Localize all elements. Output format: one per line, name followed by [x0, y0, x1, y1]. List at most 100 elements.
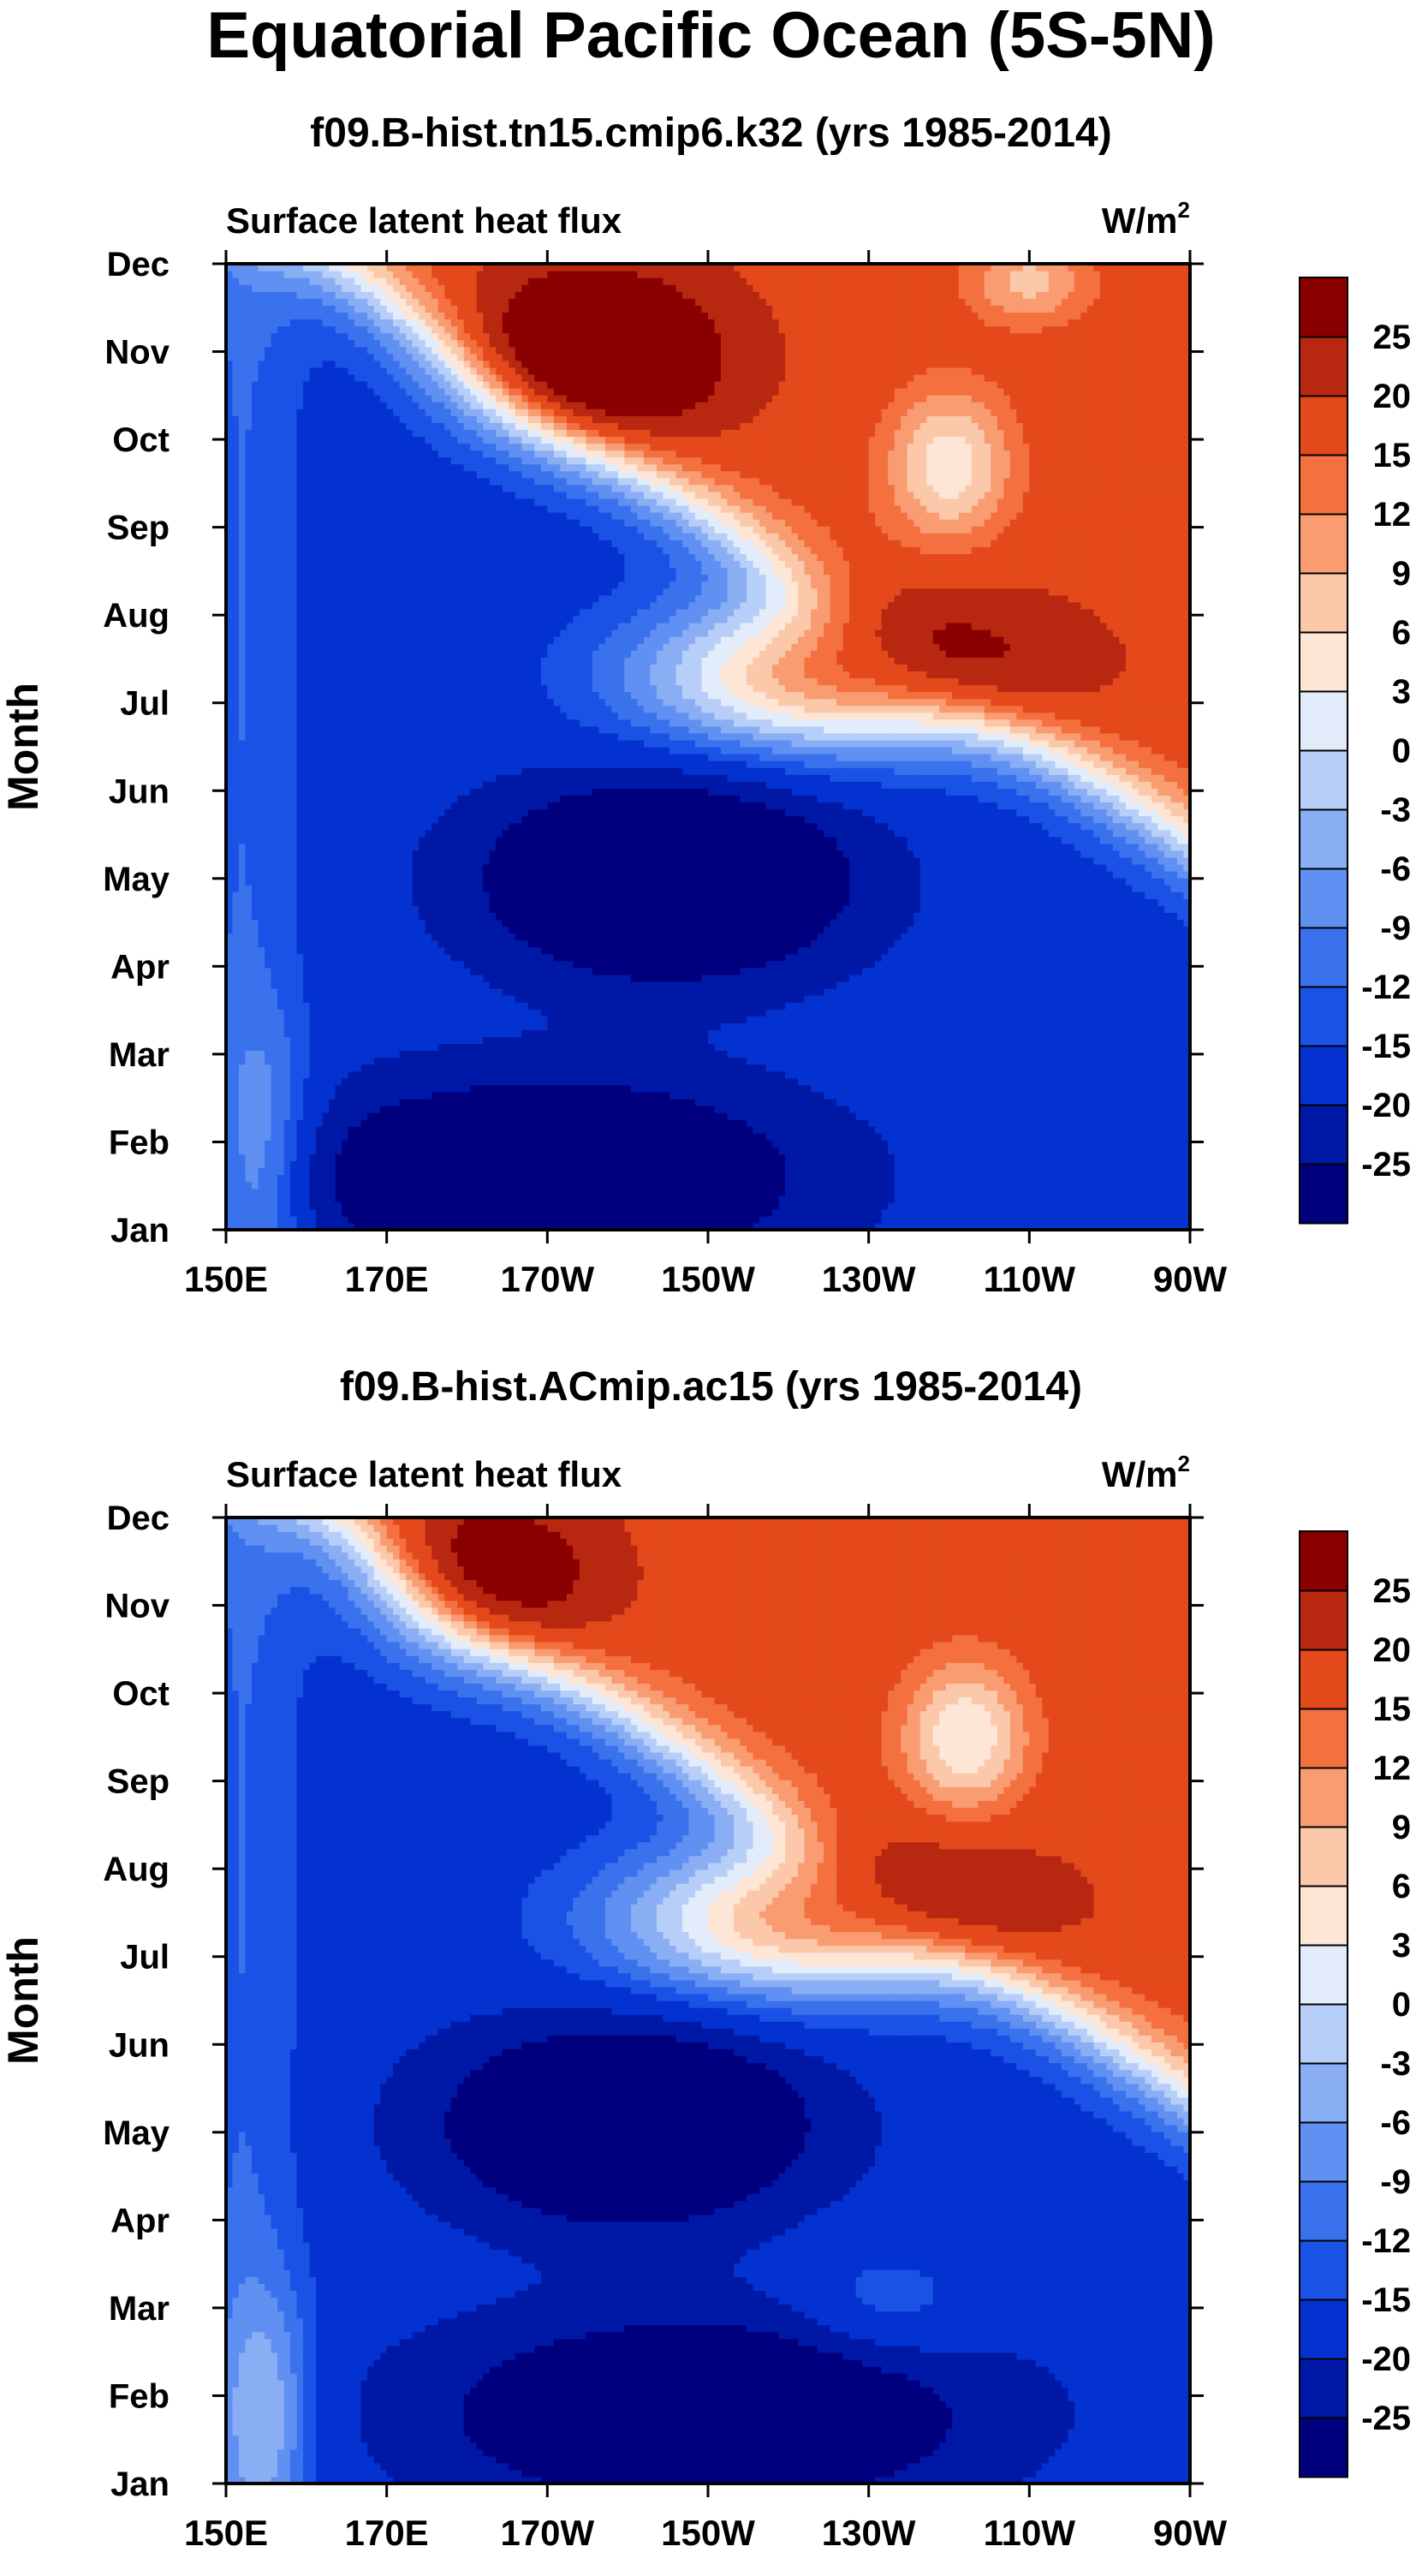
heatmap-cell [277, 947, 284, 955]
heatmap-cell [271, 1147, 278, 1154]
heatmap-cell [239, 1009, 246, 1017]
heatmap-cell [277, 905, 284, 913]
heatmap-cell [239, 650, 246, 658]
heatmap-cell [271, 1154, 278, 1161]
heatmap-cell [284, 1099, 291, 1106]
heatmap-cell [233, 837, 240, 844]
heatmap-cell [246, 719, 253, 727]
heatmap-cell [277, 1196, 284, 1203]
heatmap-cell [239, 699, 246, 707]
heatmap-cell [310, 595, 317, 603]
heatmap-cell [239, 333, 246, 341]
heatmap-cell [277, 864, 284, 872]
heatmap-cell [284, 560, 291, 568]
heatmap-cell [303, 961, 310, 969]
heatmap-cell [271, 1106, 278, 1113]
heatmap-cell [246, 788, 253, 796]
heatmap-cell [265, 546, 271, 554]
heatmap-cell [297, 1119, 304, 1127]
heatmap-cell [265, 1133, 271, 1141]
heatmap-cell [277, 1058, 284, 1065]
heatmap-cell [265, 602, 271, 610]
heatmap-cell [246, 802, 253, 809]
heatmap-cell [277, 367, 284, 375]
heatmap-cell [239, 623, 246, 630]
heatmap-cell [284, 1182, 291, 1190]
heatmap-cell [310, 837, 317, 844]
heatmap-cell [239, 568, 246, 575]
heatmap-cell [259, 664, 265, 671]
heatmap-cell [265, 1064, 271, 1072]
heatmap-cell [265, 1189, 271, 1196]
heatmap-cell [252, 650, 259, 658]
heatmap-cell [310, 823, 317, 831]
heatmap-cell [284, 443, 291, 450]
heatmap-cell [265, 1023, 271, 1030]
heatmap-cell [277, 450, 284, 458]
heatmap-cell [303, 512, 310, 520]
heatmap-cell [303, 740, 310, 748]
heatmap-cell [303, 492, 310, 499]
heatmap-cell [271, 940, 278, 948]
heatmap-cell [259, 1196, 265, 1203]
heatmap-cell [233, 1051, 240, 1058]
heatmap-cell [259, 291, 265, 299]
heatmap-cell [271, 305, 278, 313]
heatmap-cell [239, 1071, 246, 1079]
heatmap-cell [246, 381, 253, 389]
heatmap-cell [259, 774, 265, 782]
heatmap-cell [303, 581, 310, 589]
heatmap-cell [233, 719, 240, 727]
heatmap-cell [284, 546, 291, 554]
heatmap-cell [290, 402, 297, 409]
heatmap-cell [246, 664, 253, 671]
heatmap-cell [252, 1043, 259, 1051]
heatmap-cell [239, 975, 246, 982]
heatmap-cell [265, 988, 271, 996]
heatmap-cell [246, 740, 253, 748]
heatmap-cell [233, 402, 240, 409]
heatmap-cell [277, 747, 284, 754]
heatmap-cell [284, 408, 291, 416]
heatmap-cell [303, 1167, 310, 1175]
heatmap-cell [277, 1085, 284, 1093]
heatmap-cell [303, 988, 310, 996]
heatmap-cell [233, 664, 240, 671]
heatmap-cell [239, 664, 246, 671]
heatmap-cell [246, 354, 253, 361]
heatmap-cell [233, 767, 240, 775]
heatmap-cell [297, 540, 304, 547]
heatmap-cell [297, 657, 304, 665]
heatmap-cell [259, 912, 265, 920]
heatmap-cell [233, 788, 240, 796]
heatmap-cell [265, 1154, 271, 1161]
heatmap-cell [297, 478, 304, 486]
heatmap-cell [239, 609, 246, 617]
heatmap-cell [303, 429, 310, 437]
heatmap-cell [284, 726, 291, 734]
heatmap-cell [259, 1140, 265, 1148]
heatmap-cell [233, 947, 240, 955]
heatmap-cell [303, 408, 310, 416]
heatmap-cell [303, 1029, 310, 1037]
heatmap-cell [297, 692, 304, 700]
heatmap-cell [290, 1036, 297, 1044]
heatmap-cell [246, 1064, 253, 1072]
heatmap-cell [259, 1078, 265, 1086]
heatmap-cell [310, 1154, 317, 1161]
heatmap-cell [259, 692, 265, 700]
heatmap-cell [252, 684, 259, 692]
heatmap-cell [252, 692, 259, 700]
heatmap-cell [233, 602, 240, 610]
heatmap-cell [303, 1216, 310, 1224]
heatmap-cell [271, 684, 278, 692]
heatmap-cell [239, 988, 246, 996]
heatmap-cell [233, 830, 240, 838]
heatmap-cell [252, 361, 259, 368]
heatmap-cell [297, 706, 304, 713]
heatmap-cell [310, 664, 317, 671]
heatmap-cell [297, 1167, 304, 1175]
heatmap-cell [259, 885, 265, 892]
heatmap-cell [303, 1016, 310, 1023]
heatmap-cell [297, 575, 304, 582]
